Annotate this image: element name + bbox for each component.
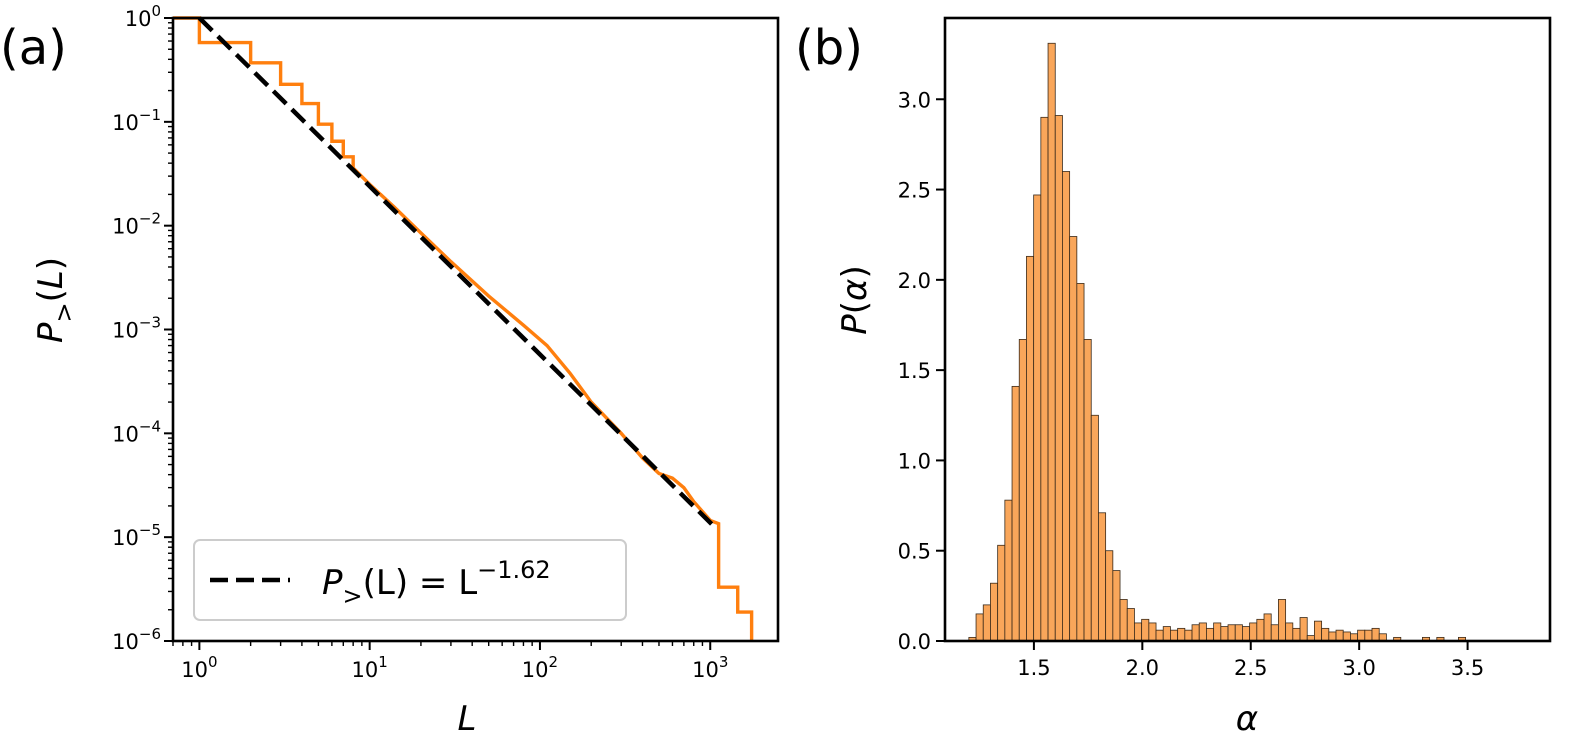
panel-a-y-tick-label: 100 [125,2,161,31]
panel-b-histogram-bar [1364,629,1373,642]
panel-b-histogram-bar [1242,626,1251,642]
panel-b-histogram-bar [1076,283,1085,642]
panel-b-y-tick-label: 1.0 [898,449,931,473]
panel-b-x-tick-label: 2.5 [1234,656,1267,680]
panel-a-series-layer [173,16,754,641]
panel-a-axes-frame [171,16,780,643]
panel-b-histogram-bar [1119,599,1128,642]
panel-b-histogram-bar [1292,627,1301,642]
panel-a-x-tick-label: 103 [692,653,728,682]
panel-b-bars [968,42,1467,642]
panel-b-histogram-bar [1184,629,1193,642]
panel-b-histogram-bar [1054,115,1063,642]
panel-b-histogram-bar [1018,339,1027,642]
panel-b-histogram-bar [1249,622,1258,642]
panel-b-y-tick-label: 1.5 [898,359,931,383]
panel-b-histogram-bar [1191,624,1200,642]
panel-b-y-tick-label: 2.5 [898,179,931,203]
panel-b-histogram-bar [1090,414,1099,642]
panel-b-x-tick-label: 3.0 [1342,656,1375,680]
panel-b-chart: 1.5 2.0 2.5 3.0 3.5 0.0 0.5 1.0 1.5 2.0 2.5 3.0 α P… [835,16,1552,739]
panel-b-histogram-bar [1011,385,1020,642]
panel-b-histogram-bar [1270,624,1279,642]
panel-b-ticks: 1.5 2.0 2.5 3.0 3.5 0.0 0.5 1.0 1.5 2.0 2.5 3.0 [898,88,1485,680]
panel-b-histogram-bar [1047,42,1056,642]
panel-b-y-tick-label: 0.5 [898,540,931,564]
panel-a-y-tick-label: 10−5 [112,521,161,550]
panel-b-histogram-bar [1335,629,1344,642]
panel-b-histogram-bar [1234,624,1243,642]
panel-a-x-tick-label: 102 [522,653,558,682]
panel-b-histogram-bar [1263,613,1272,642]
panel-b-histogram-bar [1069,236,1078,642]
panel-a-chart: P>(L) = L−1.62 100 101 102 10310010−110−210… [31,2,780,739]
panel-b-histogram-bar [1314,620,1323,642]
panel-b-histogram-bar [1126,608,1135,642]
panel-b-y-tick-label: 2.0 [898,269,931,293]
panel-b-histogram-bar [1198,622,1207,642]
panel-a-x-axis-label: L [458,699,477,739]
panel-b-histogram-bar [1004,499,1013,642]
panel-a-y-tick-label: 10−2 [112,210,161,239]
panel-b-x-tick-label: 3.5 [1451,656,1484,680]
panel-b-histogram-bar [1162,626,1171,642]
panel-a-y-tick-label: 10−4 [112,417,161,446]
panel-b-histogram-bar [982,604,991,642]
panel-b-histogram-bar [1278,599,1287,642]
panel-b-histogram-bar [990,582,999,642]
panel-a-x-tick-label: 100 [181,653,217,682]
panel-a-y-tick-label: 10−3 [112,314,161,343]
panel-b-histogram-bar [1155,629,1164,642]
panel-b-histogram-bar [1321,627,1330,642]
panel-b-histogram-bar [1105,550,1114,642]
panel-b-histogram-bar [1040,116,1049,642]
panel-a-legend: P>(L) = L−1.62 [193,539,627,621]
panel-b-axes-frame [943,16,1552,643]
panel-b-histogram-bar [997,544,1006,642]
panel-b-y-axis-label: P(α) [835,265,875,334]
panel-b-histogram-bar [1098,512,1107,642]
panel-a-y-tick-label: 10−1 [112,106,161,135]
panel-b-histogram-bar [1177,627,1186,642]
panel-b-x-tick-label: 2.0 [1126,656,1159,680]
panel-b-histogram-bar [1213,622,1222,642]
panel-a-label: (a) [0,20,67,76]
panel-a-legend-label: P>(L) = L−1.62 [322,556,551,610]
panel-a-legend-box [193,539,627,621]
panel-b-histogram-bar [1285,622,1294,642]
panel-b-histogram-bar [1062,171,1071,642]
panel-b-x-axis-label: α [1236,699,1258,739]
panel-b-histogram-bar [1141,618,1150,642]
panel-b-histogram-bar [1227,624,1236,642]
panel-b-histogram-bar [1342,631,1351,642]
panel-b-histogram-bar [1170,629,1179,642]
panel-a-fit-dashed-line [197,16,716,528]
panel-b-x-tick-label: 1.5 [1017,656,1050,680]
panel-b-histogram-bar [975,613,984,642]
panel-b-histogram-bar [1206,627,1215,642]
panel-a-y-tick-label: 10−6 [112,625,161,654]
panel-b-histogram-bar [1256,618,1265,642]
panel-b-histogram-bar [1357,629,1366,642]
panel-b-y-tick-label: 0.0 [898,630,931,654]
panel-b-histogram-bar [1033,194,1042,642]
panel-b-label: (b) [795,20,863,76]
panel-b-histogram-bar [1220,626,1229,642]
panel-b-histogram-bar [1112,570,1121,642]
panel-a-y-axis-label: P>(L) [31,257,78,343]
panel-b-histogram-bar [1148,622,1157,642]
panel-b-y-tick-label: 3.0 [898,88,931,112]
panel-b-histogram-bar [1328,631,1337,642]
panel-b-histogram-bar [1134,622,1143,642]
panel-a-ticks: 100 101 102 103 100 10−1 10−2 10−3 10−4 10−5 10−6 [112,2,728,682]
panel-a-x-tick-label: 101 [352,653,388,682]
panel-b-histogram-bar [1299,617,1308,642]
panel-b-histogram-bar [1083,339,1092,642]
panel-b-histogram-bar [1371,627,1380,642]
panel-b-histogram-bar [1026,255,1035,642]
